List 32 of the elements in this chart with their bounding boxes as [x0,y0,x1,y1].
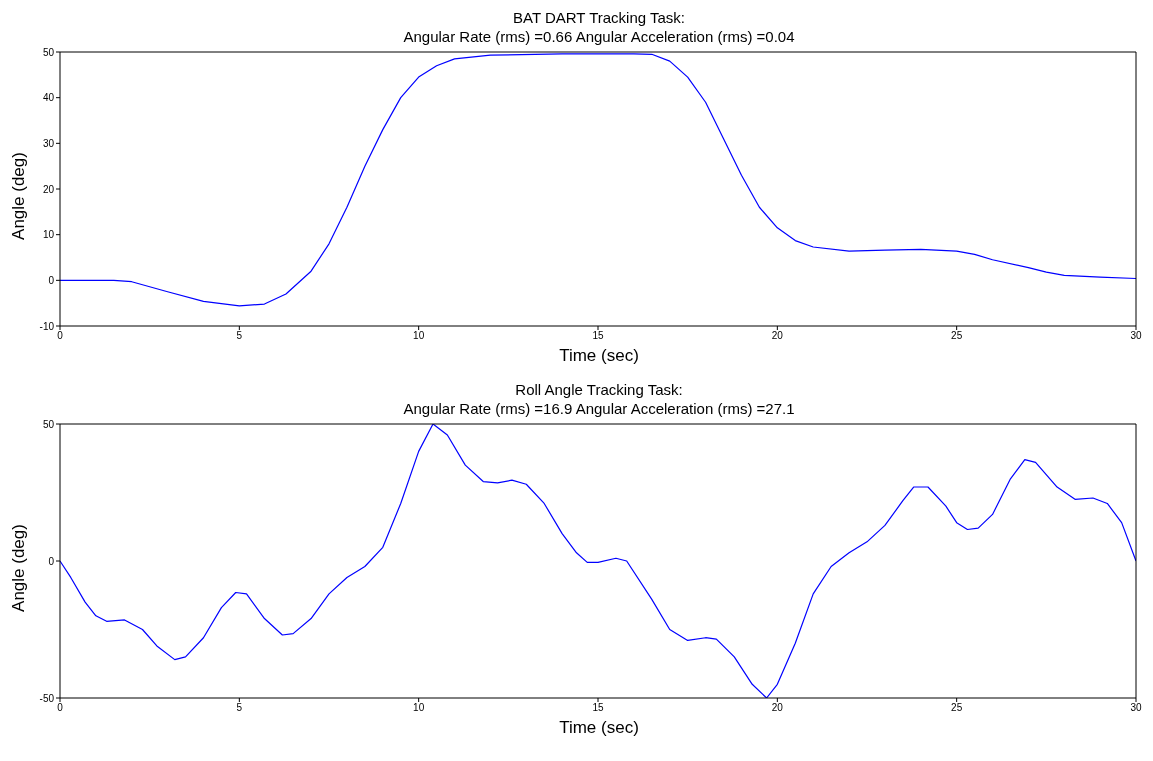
x-tick-label: 10 [413,702,425,714]
y-axis-title: Angle (deg) [9,152,29,240]
x-axis-title: Time (sec) [558,718,640,738]
y-tick-label: 0 [48,555,55,567]
y-tick-label: 0 [48,274,55,286]
x-tick-label: 25 [951,702,963,714]
x-tick-label: 0 [57,330,64,342]
x-tick-label: 5 [236,702,243,714]
y-tick-label: 10 [42,229,55,241]
x-tick-label: 0 [57,702,64,714]
y-tick-label: 40 [42,92,55,104]
x-tick-label: 30 [1130,702,1142,714]
x-axis-title: Time (sec) [558,346,640,366]
y-tick-label: 50 [42,46,55,58]
y-tick-label: -50 [39,692,55,704]
chart-subtitle: Angular Rate (rms) =0.66 Angular Acceleration (rms) =0.04 [402,27,796,46]
x-tick-label: 15 [592,330,604,342]
x-tick-label: 25 [951,330,963,342]
y-tick-label: 20 [42,183,55,195]
x-tick-label: 30 [1130,330,1142,342]
chart-title: Roll Angle Tracking Task: [514,380,684,399]
y-tick-label: 50 [42,418,55,430]
x-tick-label: 15 [592,702,604,714]
y-tick-label: -10 [39,320,55,332]
x-tick-label: 20 [771,330,784,342]
y-tick-label: 30 [42,137,55,149]
y-axis-title: Angle (deg) [9,524,29,612]
chart-title: BAT DART Tracking Task: [512,8,686,27]
x-tick-label: 10 [413,330,425,342]
chart-subtitle: Angular Rate (rms) =16.9 Angular Acceleration (rms) =27.1 [402,399,796,418]
x-tick-label: 20 [771,702,784,714]
x-tick-label: 5 [236,330,243,342]
